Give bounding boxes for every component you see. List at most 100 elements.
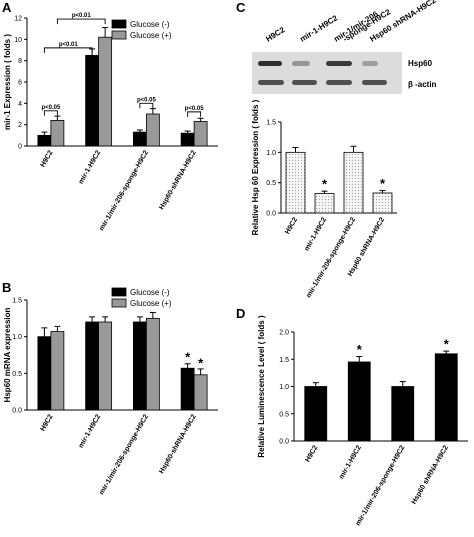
hsp60-band xyxy=(326,61,352,66)
bar xyxy=(145,113,160,147)
x-category-label: Hsp60-shRNA-H9C2 xyxy=(158,413,198,475)
bar xyxy=(314,193,335,214)
x-category-label: H9C2 xyxy=(40,413,55,432)
y-axis-label: Hsp60 mRNA expression xyxy=(3,307,12,402)
y-tick-label: 8 xyxy=(18,58,22,65)
bar xyxy=(85,321,100,411)
x-category-label: mir-1-H9C2 xyxy=(78,149,103,185)
y-tick-label: 0.5 xyxy=(266,180,276,187)
significance-bracket xyxy=(43,110,58,116)
bar xyxy=(37,134,52,147)
hsp60-band xyxy=(258,61,282,66)
legend-swatch xyxy=(111,298,127,308)
bar xyxy=(347,361,371,442)
y-tick-label: 12 xyxy=(14,16,22,23)
blot-lane-label: H9C2 xyxy=(264,25,287,44)
panel-letter-b: B xyxy=(2,280,11,295)
bar xyxy=(193,374,208,411)
y-tick-label: 1.5 xyxy=(266,120,276,127)
x-category-label: H9C2 xyxy=(40,149,55,168)
y-tick-label: 1.0 xyxy=(12,334,22,341)
y-tick-label: 2.0 xyxy=(279,330,289,337)
significance-bracket xyxy=(139,102,154,109)
significance-bracket xyxy=(43,47,93,53)
y-tick-label: 1.0 xyxy=(279,384,289,391)
bar xyxy=(50,120,65,147)
y-tick-label: 0.0 xyxy=(266,211,276,218)
bar xyxy=(343,151,364,214)
x-category-label: Hsp60 shRNA-H9C2 xyxy=(411,444,450,505)
bar xyxy=(304,386,328,442)
western-blot-panel-c: H9C2 mir-1-H9C2mir-1/mir-206-sponge-H9C2H… xyxy=(252,0,438,94)
y-tick-label: 1.0 xyxy=(266,150,276,157)
bar xyxy=(285,151,306,214)
bar xyxy=(85,54,100,147)
significance-star: * xyxy=(444,336,450,351)
bar xyxy=(180,367,195,411)
bar xyxy=(50,331,65,411)
significance-label: p<0.01 xyxy=(72,13,92,19)
legend-swatch xyxy=(111,287,127,297)
hsp60-band xyxy=(362,61,378,66)
significance-bracket xyxy=(56,18,106,25)
panel-letter-d: D xyxy=(236,306,245,321)
y-tick-label: 1.5 xyxy=(279,357,289,364)
significance-star: * xyxy=(357,342,363,357)
x-category-label: H9C2 xyxy=(304,444,319,463)
chart-panel-d: 0.0 0.5 1.0 1.5 2.0 Relative Luminescence Lev… xyxy=(257,315,468,527)
chart-panel-c: 0.0 0.5 1.0 1.5 Relative Hsp 60 Expression (… xyxy=(251,99,397,299)
blot-band-label-hsp60: Hsp60 xyxy=(408,59,433,68)
bar xyxy=(98,36,113,147)
significance-star: * xyxy=(380,176,386,191)
x-category-label: mir-1/mir-206-sponge-H9C2 xyxy=(355,444,407,527)
y-tick-label: 6 xyxy=(18,80,22,87)
blot-band-label-beta-actin: β -actin xyxy=(408,80,437,89)
y-tick-label: 0 xyxy=(18,144,22,151)
legend-swatch xyxy=(111,19,127,29)
y-tick-label: 0.0 xyxy=(279,439,289,446)
significance-star: * xyxy=(185,350,191,365)
y-tick-label: 4 xyxy=(18,101,22,108)
bar xyxy=(145,317,160,411)
y-tick-label: 0.5 xyxy=(279,411,289,418)
beta-actin-band xyxy=(258,80,284,85)
significance-bracket xyxy=(187,111,202,117)
significance-label: p<0.05 xyxy=(137,97,157,103)
x-category-label: mir-1/mir-206-sponge-H9C2 xyxy=(98,149,150,232)
bar xyxy=(132,321,147,411)
legend-swatch xyxy=(111,30,127,40)
y-tick-label: 1.5 xyxy=(12,298,22,305)
y-axis-label: Relative Luminescence Level ( folds ) xyxy=(257,315,266,458)
legend-label: Glucose (+) xyxy=(130,31,172,40)
beta-actin-band xyxy=(292,80,317,85)
panel-letter-a: A xyxy=(2,0,12,15)
x-category-label: Hsp60-shRNA-H9C2 xyxy=(158,149,198,211)
panel-letter-c: C xyxy=(236,0,246,15)
legend-label: Glucose (-) xyxy=(130,288,170,297)
y-axis-label: mir-1 Expression ( folds ) xyxy=(3,34,12,130)
y-tick-label: 0.0 xyxy=(12,408,22,415)
significance-star: * xyxy=(322,177,328,192)
bar xyxy=(434,353,458,442)
bar xyxy=(372,192,393,214)
x-category-label: mir-1-H9C2 xyxy=(338,444,363,480)
x-category-label: H9C2 xyxy=(284,216,299,235)
hsp60-band xyxy=(292,61,310,66)
x-category-label: mir-1-H9C2 xyxy=(78,413,103,449)
y-tick-label: 10 xyxy=(14,37,22,44)
y-tick-label: 0.5 xyxy=(12,371,22,378)
bar xyxy=(193,121,208,147)
x-category-label: mir-1/mir-206-sponge-H9C2 xyxy=(98,413,150,496)
significance-label: p<0.01 xyxy=(59,42,79,48)
x-category-label: mir-1/mir-206-sponge-H9C2 xyxy=(305,216,357,299)
y-axis-label: Relative Hsp 60 Expression ( folds ) xyxy=(251,99,260,235)
y-tick-label: 2 xyxy=(18,122,22,129)
legend-label: Glucose (-) xyxy=(130,20,170,29)
significance-label: p<0.05 xyxy=(185,106,205,112)
beta-actin-band xyxy=(326,80,352,85)
bar xyxy=(391,386,415,442)
bar xyxy=(98,321,113,411)
bar xyxy=(132,131,147,147)
